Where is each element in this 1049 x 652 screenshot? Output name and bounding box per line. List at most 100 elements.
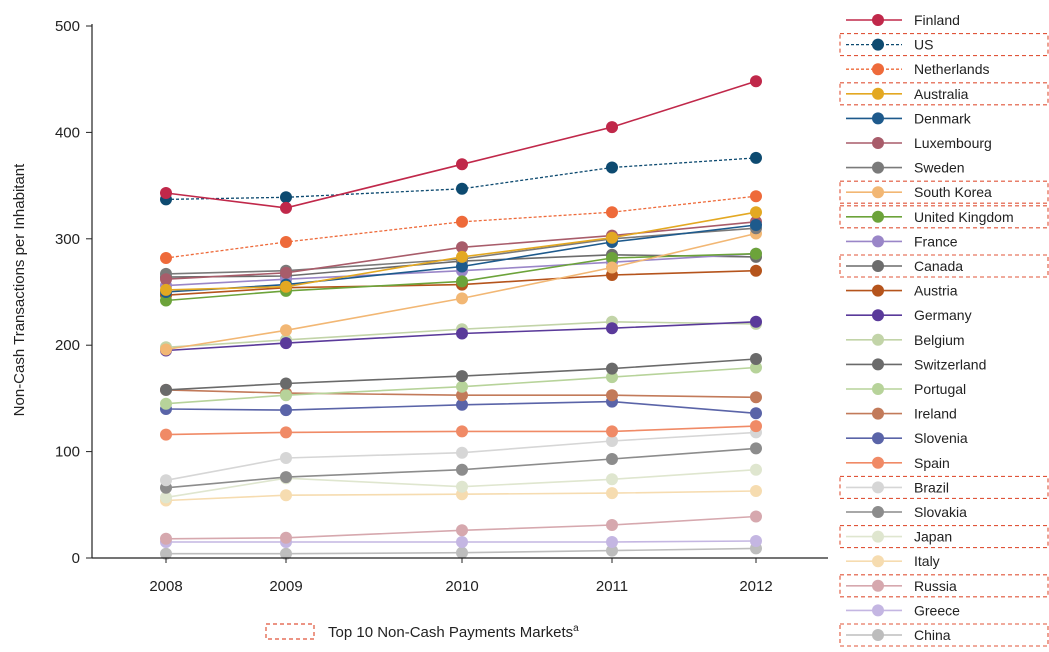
legend-swatch-marker <box>872 358 884 371</box>
footnote-text: Top 10 Non-Cash Payments Markets <box>328 624 573 641</box>
data-point <box>280 531 292 544</box>
data-point <box>456 463 468 476</box>
legend-swatch-marker <box>872 112 884 125</box>
legend-swatch-marker <box>872 579 884 592</box>
data-point <box>750 510 762 523</box>
data-point <box>456 158 468 171</box>
legend-item: United Kingdom <box>839 205 1049 229</box>
top10-highlight-box <box>839 525 1049 549</box>
data-point <box>750 391 762 404</box>
data-point <box>750 407 762 420</box>
data-point <box>750 247 762 260</box>
top10-highlight-box <box>839 475 1049 499</box>
data-point <box>606 473 618 486</box>
legend-swatch-marker <box>872 63 884 76</box>
data-point <box>456 524 468 537</box>
data-point <box>456 446 468 459</box>
data-point <box>160 474 172 487</box>
top10-highlight-box <box>839 33 1049 57</box>
legend-label: Belgium <box>914 332 965 348</box>
data-point <box>606 206 618 219</box>
data-point <box>160 283 172 296</box>
x-tick-label: 2012 <box>739 578 772 595</box>
legend-item: Germany <box>846 307 972 323</box>
legend: Finland US Netherlands Australia Denmark Luxe… <box>839 12 1049 647</box>
legend-item: Sweden <box>846 160 965 176</box>
data-point <box>606 252 618 264</box>
data-point <box>750 264 762 277</box>
y-tick-label: 200 <box>55 337 80 354</box>
legend-item: Luxembourg <box>846 135 992 151</box>
data-point <box>456 536 468 548</box>
data-point <box>280 324 292 337</box>
legend-item: Russia <box>839 574 1049 598</box>
legend-label: Germany <box>914 307 972 323</box>
data-point <box>606 121 618 134</box>
legend-swatch-marker <box>872 38 884 51</box>
legend-swatch-marker <box>872 14 884 26</box>
data-point <box>456 182 468 195</box>
series-spain <box>160 420 762 441</box>
data-point <box>456 327 468 340</box>
legend-label: US <box>914 37 933 53</box>
legend-label: Luxembourg <box>914 135 992 151</box>
data-point <box>606 544 618 557</box>
legend-swatch-marker <box>872 383 884 395</box>
legend-label: Netherlands <box>914 61 990 77</box>
data-point <box>606 389 618 402</box>
legend-label: Canada <box>914 258 963 274</box>
data-point <box>750 463 762 476</box>
data-point <box>280 201 292 214</box>
y-tick-label: 400 <box>55 124 80 141</box>
data-point <box>750 315 762 328</box>
data-point <box>750 420 762 433</box>
legend-swatch-marker <box>872 456 884 469</box>
top10-highlight-box <box>839 623 1049 647</box>
legend-item: Austria <box>846 283 958 299</box>
legend-swatch-marker <box>872 333 884 346</box>
data-point <box>750 75 762 88</box>
top10-highlight-box <box>839 254 1049 278</box>
series-finland <box>160 75 762 214</box>
legend-label: Finland <box>914 12 960 28</box>
legend-item: Netherlands <box>846 61 990 77</box>
legend-swatch-marker <box>872 506 884 518</box>
series-line <box>165 195 757 259</box>
data-point <box>160 343 172 356</box>
y-tick-label: 100 <box>55 444 80 461</box>
data-point <box>160 428 172 441</box>
legend-swatch-marker <box>872 210 884 223</box>
data-point <box>160 273 172 286</box>
footnote-dashed-box <box>265 623 315 640</box>
legend-swatch-marker <box>872 260 884 272</box>
data-point <box>160 547 172 560</box>
data-point <box>280 489 292 502</box>
legend-label: Portugal <box>914 381 966 397</box>
legend-item: Denmark <box>846 110 972 126</box>
data-point <box>160 187 172 199</box>
data-point <box>606 371 618 384</box>
legend-label: Slovakia <box>914 504 967 520</box>
data-point <box>280 404 292 417</box>
data-point <box>750 485 762 497</box>
legend-label: South Korea <box>914 184 992 200</box>
data-point <box>750 190 762 203</box>
legend-label: United Kingdom <box>914 209 1014 225</box>
x-tick-label: 2010 <box>445 578 478 595</box>
legend-label: Ireland <box>914 406 957 422</box>
data-point <box>280 452 292 464</box>
data-point <box>456 260 468 273</box>
legend-item: South Korea <box>839 180 1049 204</box>
series-greece <box>160 535 762 548</box>
data-point <box>606 161 618 174</box>
data-point <box>456 480 468 493</box>
data-point <box>456 380 468 393</box>
legend-swatch-marker <box>872 235 884 248</box>
footnote-superscript: a <box>573 623 579 634</box>
data-point <box>750 219 762 231</box>
legend-label: Australia <box>914 86 969 102</box>
legend-item: Brazil <box>839 475 1049 499</box>
legend-label: Greece <box>914 602 960 618</box>
data-point <box>606 231 618 244</box>
